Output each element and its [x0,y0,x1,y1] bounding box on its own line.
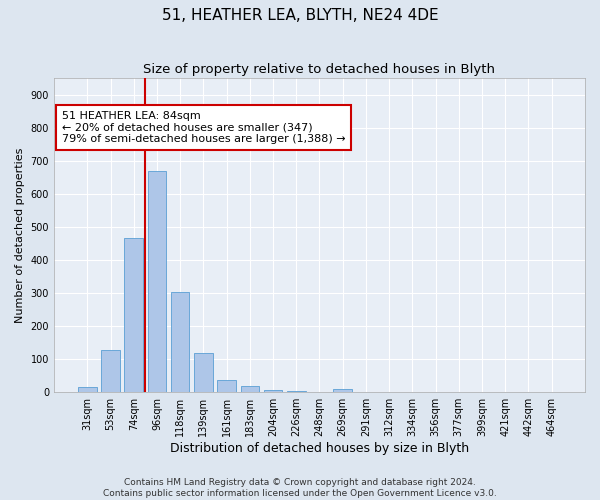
Bar [264,390,283,392]
Bar [217,380,236,392]
Text: Contains HM Land Registry data © Crown copyright and database right 2024.
Contai: Contains HM Land Registry data © Crown c… [103,478,497,498]
Title: Size of property relative to detached houses in Blyth: Size of property relative to detached ho… [143,62,496,76]
Bar [171,292,190,392]
Text: 51 HEATHER LEA: 84sqm
← 20% of detached houses are smaller (347)
79% of semi-det: 51 HEATHER LEA: 84sqm ← 20% of detached … [62,111,346,144]
Bar [334,389,352,392]
Bar [287,390,305,392]
X-axis label: Distribution of detached houses by size in Blyth: Distribution of detached houses by size … [170,442,469,455]
Bar [241,386,259,392]
Y-axis label: Number of detached properties: Number of detached properties [15,148,25,323]
Bar [101,350,120,392]
Text: 51, HEATHER LEA, BLYTH, NE24 4DE: 51, HEATHER LEA, BLYTH, NE24 4DE [161,8,439,22]
Bar [124,238,143,392]
Bar [148,170,166,392]
Bar [78,386,97,392]
Bar [194,353,212,392]
